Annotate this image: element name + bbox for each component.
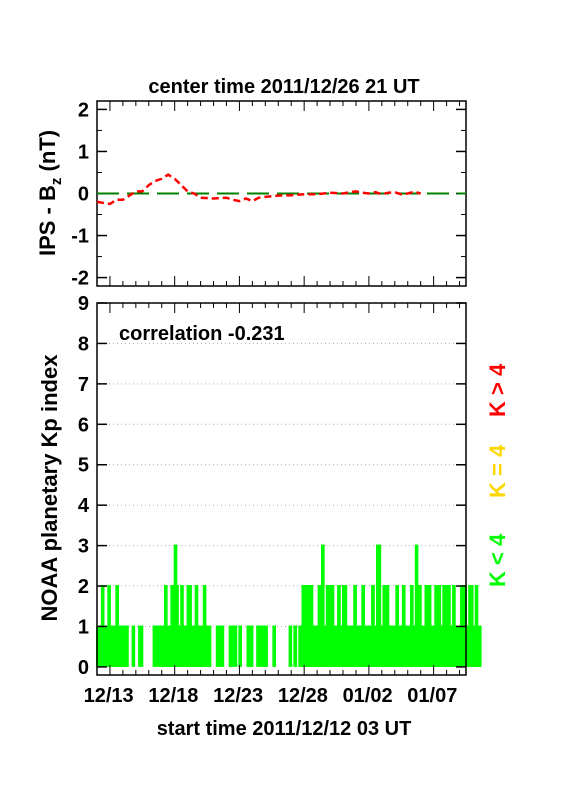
bz-panel: 2 1 0 -1 -2 IPS - Bz (nT)	[35, 99, 467, 290]
kp-bar	[233, 625, 238, 667]
kp-y-tick-label: 0	[78, 657, 89, 679]
legend-k-low: K < 4	[485, 533, 510, 587]
kp-bar	[220, 625, 225, 667]
kp-bar	[249, 625, 254, 667]
bz-y-label-sub: z	[48, 178, 65, 186]
kp-bar	[155, 625, 160, 667]
legend-k-high: K > 4	[485, 363, 510, 417]
kp-bar	[207, 625, 212, 667]
kp-panel: 0 1 2 3 4 5 6 7 8 9 12/13 12/18 12/23 12/28 01/02 01/0…	[37, 293, 482, 707]
kp-x-tick-label: 01/07	[407, 685, 457, 707]
kp-bar	[125, 625, 129, 667]
bz-series-line	[96, 173, 422, 206]
kp-bar	[321, 544, 325, 667]
kp-bar	[256, 625, 260, 667]
kp-y-tick-label: 8	[78, 333, 89, 355]
kp-y-axis-label: NOAA planetary Kp index	[37, 354, 62, 622]
kp-x-tick-label: 12/23	[213, 685, 263, 707]
kp-bar	[288, 625, 293, 667]
chart-subtitle: start time 2011/12/12 03 UT	[157, 718, 412, 740]
kp-y-tick-label: 3	[78, 536, 89, 558]
kp-y-tick-label: 6	[78, 414, 89, 436]
kp-bar	[477, 625, 482, 667]
kp-bar	[131, 625, 136, 667]
bz-y-tick-label: 2	[78, 99, 89, 121]
kp-y-tick-label: 1	[78, 616, 89, 638]
kp-plot-frame	[96, 302, 467, 676]
kp-y-tick-label: 9	[78, 293, 89, 315]
bz-x-ticks	[96, 101, 461, 286]
bz-y-tick-label: 1	[78, 141, 89, 163]
bz-y-label-main: IPS - B	[35, 185, 60, 256]
correlation-label: correlation -0.231	[119, 323, 285, 345]
bz-y-tick-label: -2	[71, 268, 89, 290]
bz-y-tick-label: -1	[71, 226, 89, 248]
bz-y-axis-label: IPS - Bz (nT)	[35, 130, 65, 256]
kp-x-tick-label: 12/18	[148, 685, 198, 707]
kp-bar	[139, 625, 144, 667]
kp-x-tick-label: 12/28	[278, 685, 328, 707]
kp-y-tick-label: 2	[78, 576, 89, 598]
kp-bar	[259, 625, 264, 667]
bz-y-tick-label: 0	[78, 184, 89, 206]
kp-gridlines	[97, 302, 466, 627]
bz-y-axis: 2 1 0 -1 -2	[71, 99, 466, 290]
kp-bar	[377, 544, 382, 667]
kp-y-tick-label: 5	[78, 455, 89, 477]
kp-bar	[264, 625, 268, 667]
bz-y-label-unit: (nT)	[35, 130, 60, 178]
kp-bar	[152, 625, 157, 667]
kp-y-tick-label: 4	[78, 495, 90, 517]
legend-k-mid: K = 4	[485, 444, 510, 498]
kp-x-tick-label: 12/13	[84, 685, 134, 707]
kp-x-tick-label: 01/02	[343, 685, 393, 707]
kp-bars	[96, 544, 482, 667]
kp-bar	[117, 625, 121, 667]
kp-bar	[272, 625, 276, 667]
kp-bar	[238, 625, 242, 667]
kp-y-tick-label: 7	[78, 374, 89, 396]
chart-title: center time 2011/12/26 21 UT	[148, 76, 419, 98]
kp-x-axis: 12/13 12/18 12/23 12/28 01/02 01/07	[84, 303, 461, 707]
kp-y-axis: 0 1 2 3 4 5 6 7 8 9	[78, 293, 466, 679]
kp-bar	[293, 625, 298, 667]
kp-bar	[217, 625, 221, 667]
kp-bar	[230, 625, 234, 667]
